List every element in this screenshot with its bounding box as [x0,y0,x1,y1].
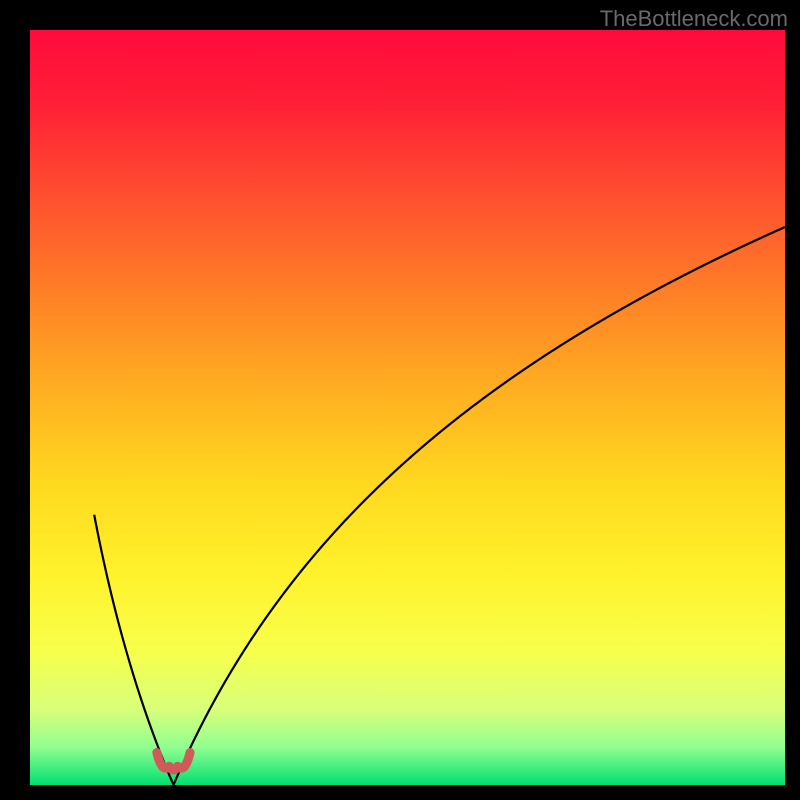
plot-area [30,30,785,785]
watermark-text: TheBottleneck.com [600,6,788,32]
gradient-background [30,30,785,785]
plot-svg [30,30,785,785]
chart-container: TheBottleneck.com [0,0,800,800]
